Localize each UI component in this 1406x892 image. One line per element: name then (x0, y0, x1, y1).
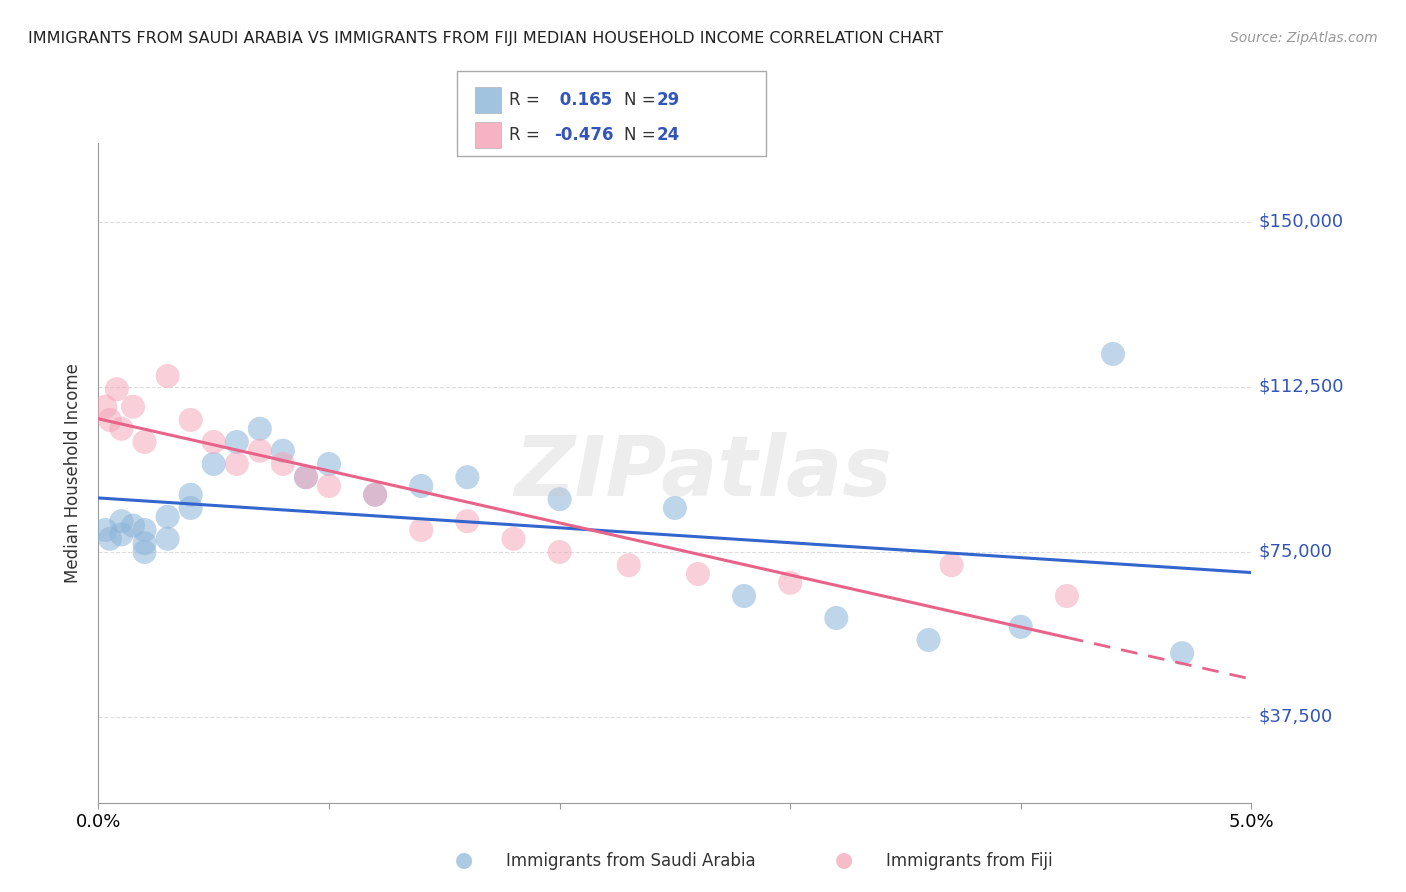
Point (105, 382, 128, 396)
Point (1056, 589, 1078, 603)
Point (411, 479, 433, 493)
Text: 24: 24 (657, 126, 681, 144)
Point (917, 632, 939, 647)
Text: -0.476: -0.476 (554, 126, 613, 144)
Text: ●: ● (835, 850, 852, 870)
Point (941, 558, 963, 573)
Point (156, 532, 179, 546)
Point (548, 492, 571, 507)
Point (733, 589, 755, 603)
Point (1171, 646, 1194, 660)
Point (686, 566, 709, 581)
Text: N =: N = (624, 126, 655, 144)
Point (180, 488, 202, 502)
Point (134, 523, 156, 537)
Point (225, 457, 247, 471)
Point (94, 523, 117, 537)
Point (295, 470, 318, 484)
Text: Source: ZipAtlas.com: Source: ZipAtlas.com (1230, 31, 1378, 45)
Point (180, 500, 202, 515)
Text: R =: R = (509, 126, 540, 144)
Point (249, 422, 271, 436)
Point (94, 400, 117, 414)
Text: Immigrants from Fiji: Immigrants from Fiji (886, 852, 1053, 870)
Point (156, 368, 179, 383)
Point (271, 443, 294, 458)
Point (122, 518, 145, 533)
Text: $112,500: $112,500 (1258, 378, 1344, 396)
Point (225, 434, 247, 449)
Point (364, 488, 387, 502)
Text: $75,000: $75,000 (1258, 543, 1333, 561)
Point (1010, 620, 1032, 634)
Text: R =: R = (509, 91, 540, 109)
Point (98, 413, 121, 427)
Point (134, 536, 156, 550)
Point (617, 558, 640, 573)
Y-axis label: Median Household Income: Median Household Income (65, 363, 83, 582)
Point (456, 514, 478, 528)
Text: ZIPatlas: ZIPatlas (515, 433, 891, 513)
Point (548, 545, 571, 559)
Point (98, 532, 121, 546)
Point (110, 527, 132, 541)
Point (318, 457, 340, 471)
Point (110, 422, 132, 436)
Point (295, 470, 318, 484)
Point (202, 434, 225, 449)
Text: N =: N = (624, 91, 655, 109)
Text: IMMIGRANTS FROM SAUDI ARABIA VS IMMIGRANTS FROM FIJI MEDIAN HOUSEHOLD INCOME COR: IMMIGRANTS FROM SAUDI ARABIA VS IMMIGRAN… (28, 31, 943, 46)
Point (1102, 347, 1125, 361)
Point (779, 575, 801, 590)
Point (411, 523, 433, 537)
Point (664, 500, 686, 515)
Point (318, 479, 340, 493)
Point (134, 545, 156, 559)
Point (122, 400, 145, 414)
Point (156, 509, 179, 524)
Text: ●: ● (456, 850, 472, 870)
Text: 29: 29 (657, 91, 681, 109)
Text: $37,500: $37,500 (1258, 708, 1333, 726)
Point (456, 470, 478, 484)
Point (110, 514, 132, 528)
Text: Immigrants from Saudi Arabia: Immigrants from Saudi Arabia (506, 852, 756, 870)
Text: 0.165: 0.165 (554, 91, 612, 109)
Point (364, 488, 387, 502)
Text: $150,000: $150,000 (1258, 213, 1344, 231)
Point (249, 443, 271, 458)
Point (502, 532, 524, 546)
Point (180, 413, 202, 427)
Point (825, 611, 848, 625)
Point (271, 457, 294, 471)
Point (202, 457, 225, 471)
Point (134, 434, 156, 449)
